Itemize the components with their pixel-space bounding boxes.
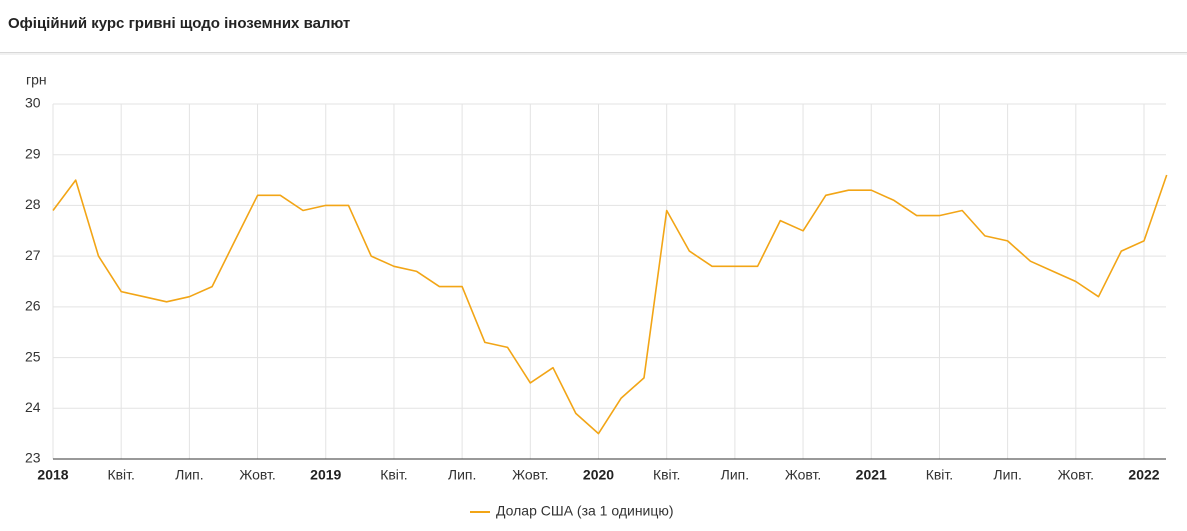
- x-tick-label: Лип.: [175, 467, 203, 483]
- y-tick-label: 28: [25, 196, 41, 212]
- y-axis-label: грн: [26, 72, 47, 88]
- x-tick-label: Лип.: [448, 467, 476, 483]
- x-tick-label: Лип.: [721, 467, 749, 483]
- x-tick-label: Лип.: [993, 467, 1021, 483]
- legend-label: Долар США (за 1 одиницю): [496, 503, 674, 519]
- y-tick-label: 23: [25, 450, 41, 466]
- header-divider: [0, 52, 1187, 53]
- x-tick-label: Квіт.: [926, 467, 953, 483]
- chart-title: Офіційний курс гривні щодо іноземних вал…: [8, 15, 350, 32]
- x-tick-label: Квіт.: [653, 467, 680, 483]
- y-tick-label: 27: [25, 247, 41, 263]
- x-tick-label: Квіт.: [380, 467, 407, 483]
- y-tick-label: 24: [25, 399, 41, 415]
- x-tick-label: Жовт.: [785, 467, 821, 483]
- header-shadow: [0, 53, 1187, 55]
- x-tick-label: Жовт.: [512, 467, 548, 483]
- x-tick-label: Квіт.: [107, 467, 134, 483]
- x-tick-label: Жовт.: [1058, 467, 1094, 483]
- x-tick-label: 2020: [583, 467, 614, 483]
- x-tick-label: Жовт.: [239, 467, 275, 483]
- x-tick-label: 2019: [310, 467, 341, 483]
- x-tick-label: 2022: [1128, 467, 1159, 483]
- x-tick-label: 2021: [856, 467, 887, 483]
- y-tick-label: 30: [25, 95, 41, 111]
- data-line: [52, 174, 1168, 435]
- y-tick-label: 29: [25, 145, 41, 161]
- y-tick-label: 26: [25, 298, 41, 314]
- x-tick-label: 2018: [37, 467, 68, 483]
- y-tick-label: 25: [25, 348, 41, 364]
